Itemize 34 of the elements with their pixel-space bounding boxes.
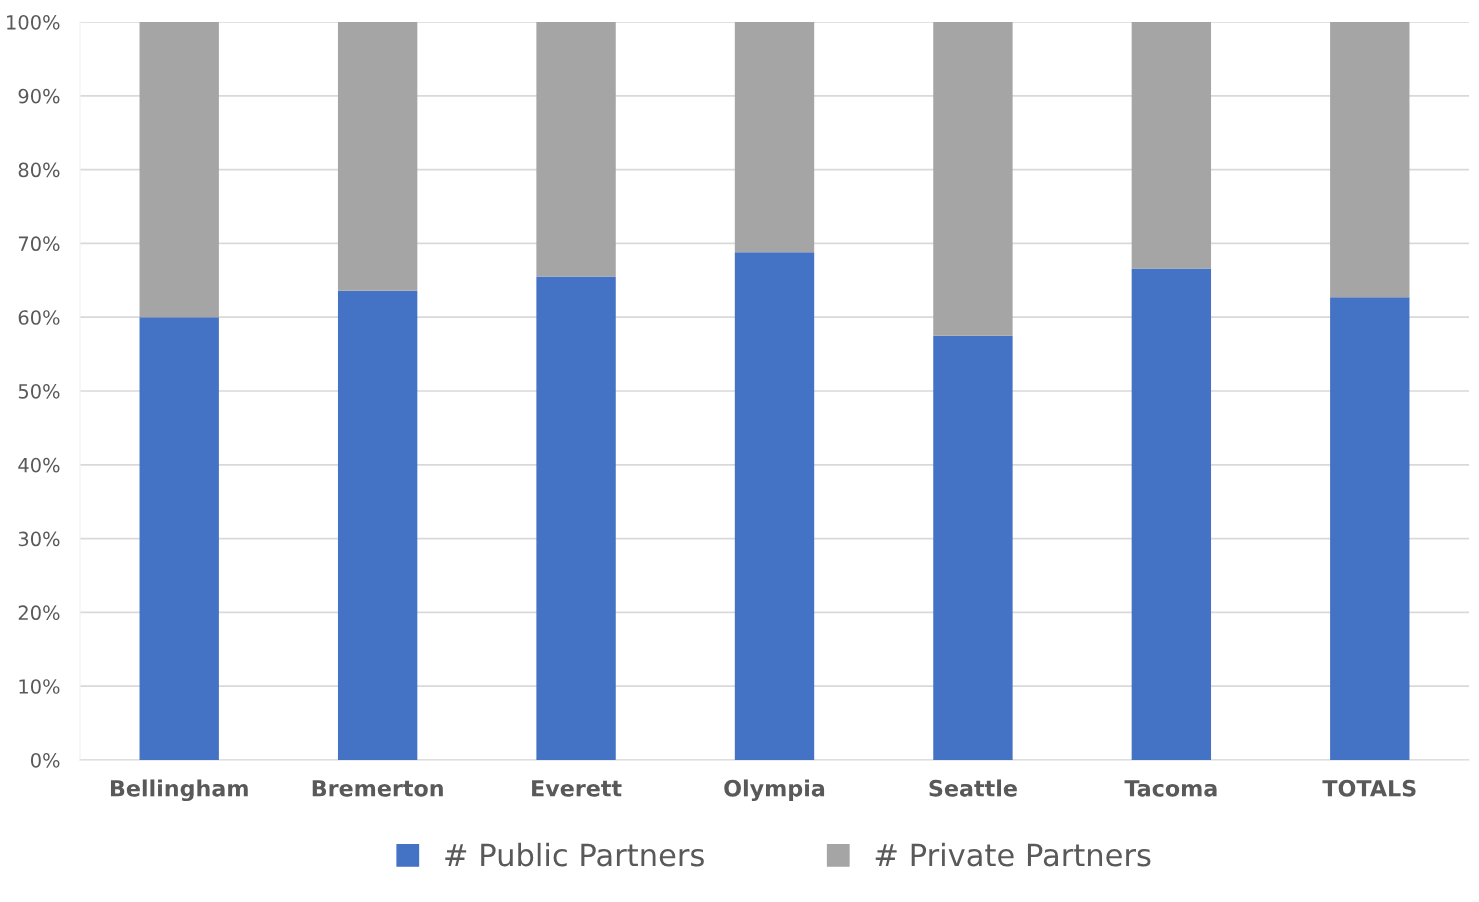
y-tick-label: 80%: [18, 162, 60, 178]
x-tick-label: Bremerton: [312, 780, 443, 797]
bar: [1131, 268, 1212, 760]
y-tick-label: 70%: [18, 236, 60, 252]
bar: [337, 290, 418, 760]
y-tick-label: 30%: [18, 531, 60, 547]
y-tick-label: 20%: [18, 605, 60, 621]
x-tick-label: Bellingham: [110, 779, 248, 802]
y-tick-label: 50%: [18, 383, 60, 399]
bar: [139, 317, 219, 760]
bar: [734, 252, 815, 760]
legend-label: # Public Partners: [445, 842, 704, 867]
bar: [536, 22, 616, 277]
y-tick-label: 40%: [18, 457, 60, 473]
y-tick-label: 90%: [18, 88, 60, 104]
bar: [1131, 22, 1212, 269]
bar: [536, 276, 616, 760]
y-tick-label: 100%: [7, 14, 60, 30]
bar: [1330, 22, 1410, 298]
legend-label: # Private Partners: [875, 842, 1151, 867]
bar: [337, 22, 418, 291]
x-tick-label: Seattle: [929, 779, 1017, 797]
y-tick-label: 0%: [30, 752, 60, 768]
y-tick-label: 10%: [19, 679, 60, 694]
bar: [933, 22, 1013, 336]
x-tick-label: Tacoma: [1124, 780, 1217, 797]
bar: [933, 335, 1013, 760]
bar: [1330, 297, 1410, 760]
bar: [734, 22, 815, 253]
x-tick-label: Everett: [532, 780, 622, 797]
y-tick-label: 60%: [18, 310, 60, 325]
x-tick-label: Olympia: [724, 779, 825, 802]
x-tick-label: TOTALS: [1322, 779, 1416, 797]
bar: [139, 22, 219, 318]
